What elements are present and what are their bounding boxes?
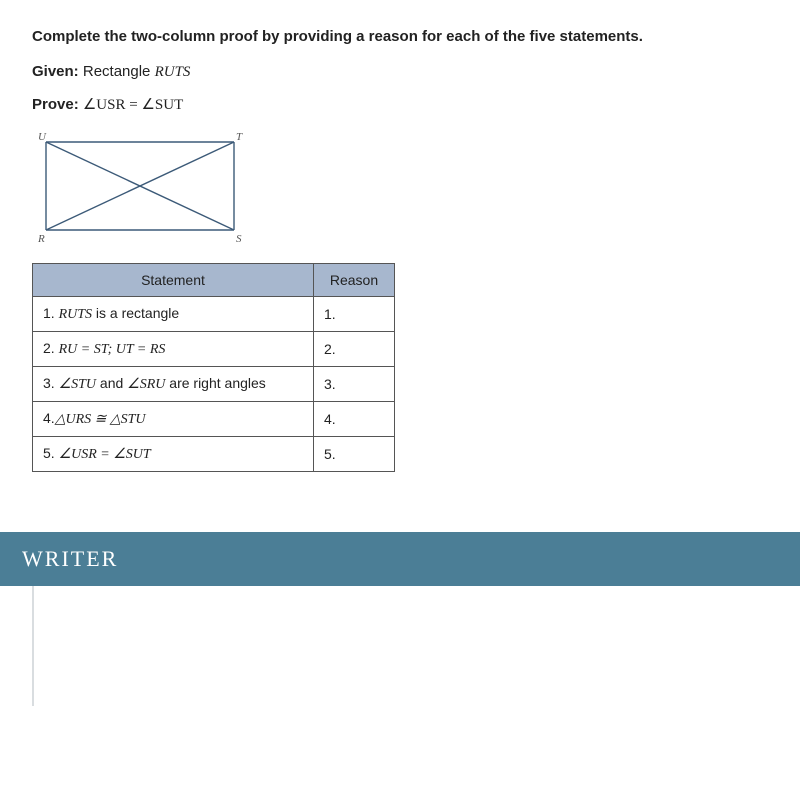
table-row: 1. RUTS is a rectangle1. [33,297,395,332]
reason-cell: 2. [314,332,395,367]
prove-eq: = [126,97,142,113]
below-bar-divider [32,586,800,706]
statement-cell: 1. RUTS is a rectangle [33,297,314,332]
table-row: 5. ∠USR = ∠SUT5. [33,437,395,472]
table-header-row: Statement Reason [33,264,395,297]
svg-text:R: R [37,233,45,244]
writer-label: WRITER [22,546,118,571]
given-label: Given: [32,63,79,80]
header-reason: Reason [314,264,395,297]
table-row: 4.△URS ≅ △STU4. [33,402,395,437]
statement-cell: 3. ∠STU and ∠SRU are right angles [33,367,314,402]
table-row: 2. RU = ST; UT = RS2. [33,332,395,367]
table-row: 3. ∠STU and ∠SRU are right angles3. [33,367,395,402]
statement-cell: 5. ∠USR = ∠SUT [33,437,314,472]
prove-line: Prove: ∠USR = ∠SUT [32,95,768,114]
header-statement: Statement [33,264,314,297]
prove-rhs: ∠SUT [141,97,183,113]
writer-bar: WRITER [0,532,800,586]
page-content: Complete the two-column proof by providi… [0,0,800,472]
rectangle-svg: U T R S [32,128,248,244]
reason-cell: 4. [314,402,395,437]
given-math: RUTS [155,64,191,80]
given-prefix: Rectangle [79,63,155,80]
rectangle-diagram: U T R S [32,128,768,249]
svg-text:T: T [236,131,243,143]
proof-table: Statement Reason 1. RUTS is a rectangle1… [32,263,395,472]
svg-text:S: S [236,233,242,244]
statement-cell: 4.△URS ≅ △STU [33,402,314,437]
given-line: Given: Rectangle RUTS [32,63,768,81]
prove-lhs: ∠USR [83,97,126,113]
statement-cell: 2. RU = ST; UT = RS [33,332,314,367]
reason-cell: 1. [314,297,395,332]
reason-cell: 3. [314,367,395,402]
prove-label: Prove: [32,96,79,113]
reason-cell: 5. [314,437,395,472]
svg-text:U: U [38,131,47,143]
instruction-text: Complete the two-column proof by providi… [32,28,768,45]
